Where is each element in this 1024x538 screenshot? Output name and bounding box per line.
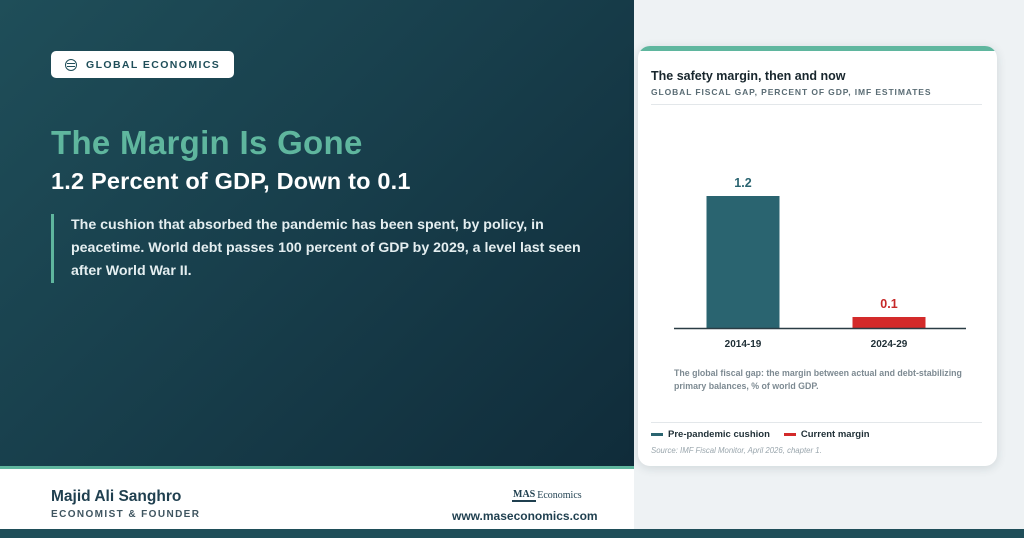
chart-note: The global fiscal gap: the margin betwee… xyxy=(674,368,962,391)
data-label-2014-19: 1.2 xyxy=(734,176,751,190)
hero-accent-line xyxy=(0,466,634,469)
chart-card: The safety margin, then and now GLOBAL F… xyxy=(638,46,997,466)
chart-title: The safety margin, then and now xyxy=(651,69,846,83)
x-tick-label-2024-29: 2024-29 xyxy=(871,339,908,350)
legend-swatch xyxy=(651,433,663,436)
divider xyxy=(651,104,982,105)
card-accent-line xyxy=(638,46,997,51)
brand-logo-mark: MAS xyxy=(512,489,537,502)
category-tag: GLOBAL ECONOMICS xyxy=(51,51,234,78)
bottom-bar xyxy=(0,529,1024,538)
x-tick-label-2014-19: 2014-19 xyxy=(725,339,762,350)
chart-legend: Pre-pandemic cushion Current margin xyxy=(651,429,870,440)
bar-chart: 1.2 2014-19 0.1 2024-29 xyxy=(674,176,966,350)
brand-logo-word: Economics xyxy=(537,490,582,501)
footer-bar xyxy=(0,469,634,529)
bar-2024-29 xyxy=(852,317,926,328)
headline: The Margin Is Gone xyxy=(51,124,363,161)
legend-item-current: Current margin xyxy=(783,429,870,440)
brand-logo[interactable]: MAS Economics xyxy=(512,489,582,502)
subheadline: 1.2 Percent of GDP, Down to 0.1 xyxy=(51,168,411,194)
chart-source: Source: IMF Fiscal Monitor, April 2026, … xyxy=(651,446,822,455)
lede-paragraph: The cushion that absorbed the pandemic h… xyxy=(51,214,591,283)
category-tag-label: GLOBAL ECONOMICS xyxy=(86,58,221,71)
legend-label: Current margin xyxy=(800,429,870,440)
chart-subtitle: GLOBAL FISCAL GAP, PERCENT OF GDP, IMF E… xyxy=(651,87,932,97)
legend-swatch xyxy=(783,433,796,436)
author-name: Majid Ali Sanghro xyxy=(51,488,182,505)
legend-label: Pre-pandemic cushion xyxy=(668,429,770,440)
globe-icon xyxy=(65,58,77,71)
divider xyxy=(651,422,982,423)
website-link[interactable]: www.maseconomics.com xyxy=(452,509,598,523)
bar-2014-19 xyxy=(706,196,780,328)
legend-item-pre-pandemic: Pre-pandemic cushion xyxy=(651,429,770,440)
author-role: ECONOMIST & FOUNDER xyxy=(51,509,201,520)
data-label-2024-29: 0.1 xyxy=(880,297,897,311)
